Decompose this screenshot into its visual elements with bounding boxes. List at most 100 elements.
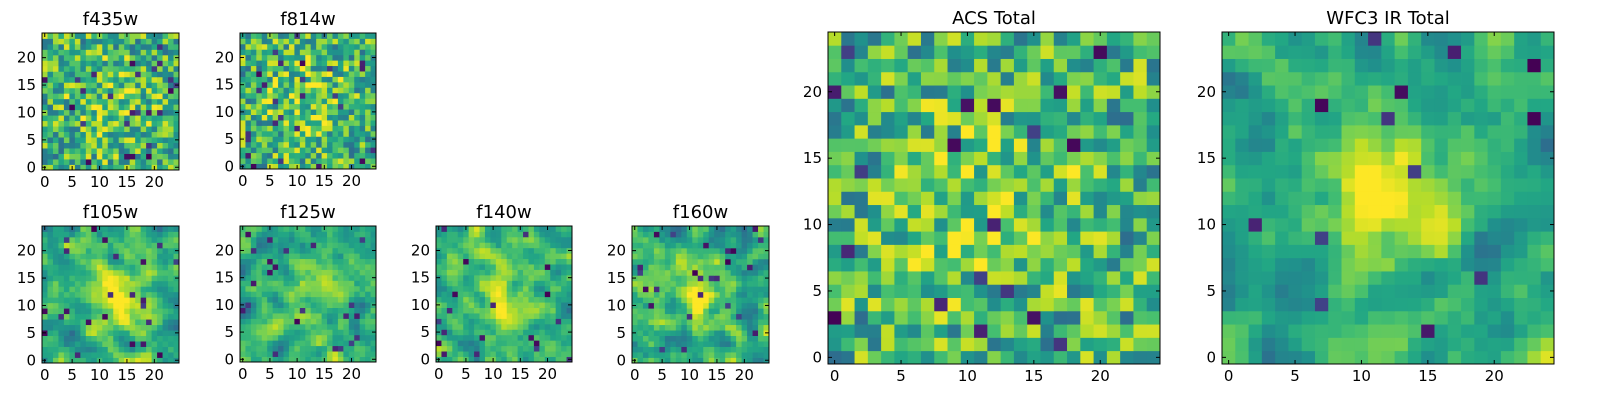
heatmap-cell [272,163,279,170]
heatmap-cell [561,258,567,265]
heatmap-cell [173,93,180,100]
heatmap-cell [74,335,81,342]
heatmap-cell [343,65,350,72]
heatmap-cell [299,60,306,67]
heatmap-cell [653,357,660,364]
heatmap-cell [74,297,81,304]
heatmap-cell [250,87,257,94]
heatmap-cell [675,231,682,238]
heatmap-cell [47,330,54,336]
heatmap-cell [1106,151,1121,166]
heatmap-cell [162,76,169,83]
heatmap-cell [354,264,361,270]
heatmap-cell [157,126,163,133]
heatmap-cell [42,104,48,111]
heatmap-cell [1461,191,1475,206]
heatmap-cell [272,54,279,61]
heatmap-cell [1040,324,1055,338]
heatmap-cell [118,148,125,154]
heatmap-cell [250,43,257,50]
heatmap-cell [758,275,764,282]
heatmap-cell [310,253,317,260]
heatmap-cell [474,291,480,298]
heatmap-cell [736,264,742,271]
heatmap-cell [736,291,742,298]
heatmap-cell [539,264,546,270]
heatmap-cell [327,125,333,132]
heatmap-cell [501,253,508,260]
heatmap-cell [725,247,732,254]
heatmap-cell [703,280,710,287]
heatmap-cell [168,142,174,149]
heatmap-cell [168,357,174,364]
heatmap-cell [240,49,246,56]
heatmap-cell [495,296,502,303]
heatmap-cell [1222,204,1236,219]
heatmap-cell [359,65,366,72]
heatmap-cell [168,159,174,165]
heatmap-cell [261,253,268,260]
heatmap-cell [495,253,502,260]
heatmap-cell [747,236,753,243]
heatmap-cell [1053,138,1068,152]
heatmap-cell [1407,310,1422,325]
heatmap-cell [267,231,274,238]
heatmap-cell [1368,337,1382,352]
heatmap-cell [337,158,344,164]
heatmap-cell [947,271,962,285]
heatmap-cell [512,269,518,276]
heatmap-cell [58,253,65,260]
heatmap-cell [463,345,470,352]
heatmap-cell [343,291,350,298]
heatmap-cell [365,285,371,292]
heatmap-cell [337,60,344,67]
heatmap-cell [124,65,131,72]
heatmap-cell [327,92,333,99]
heatmap-cell [703,226,710,232]
heatmap-cell [752,226,759,232]
heatmap-cell [343,313,350,319]
heatmap-cell [1013,324,1028,338]
heatmap-cell [332,158,339,164]
heatmap-cell [539,296,546,303]
heatmap-cell [365,274,371,281]
heatmap-cell [305,323,312,330]
heatmap-cell [267,60,274,67]
heatmap-cell [1146,350,1161,365]
heatmap-cell [151,297,158,304]
heatmap-cell [457,351,464,357]
heatmap-cell [113,242,120,249]
heatmap-cell [1447,271,1462,285]
heatmap-cell [305,163,312,170]
heatmap-cell [681,258,688,265]
heatmap-cell [452,236,459,243]
heatmap-cell [512,340,518,347]
heatmap-cell [692,335,699,342]
heatmap-cell [1133,297,1148,312]
heatmap-cell [85,319,92,326]
heatmap-cell [697,357,704,364]
heatmap-cell [91,71,98,78]
heatmap-cell [747,258,753,265]
heatmap-cell [85,313,92,320]
heatmap-cell [1053,124,1068,139]
heatmap-cell [288,318,295,325]
heatmap-cell [107,159,114,165]
heatmap-cell [261,258,268,265]
heatmap-cell [316,258,322,265]
heatmap-cell [140,153,147,160]
heatmap-cell [490,247,497,254]
heatmap-cell [1447,217,1462,232]
heatmap-cell [1027,271,1041,285]
heatmap-cell [102,137,109,143]
heatmap-cell [528,274,535,281]
heatmap-cell [452,302,459,308]
heatmap-cell [446,253,453,260]
heatmap-cell [1080,45,1094,59]
heatmap-cell [697,319,704,326]
heatmap-cell [343,71,350,77]
heatmap-cell [47,109,54,116]
heatmap-cell [96,43,103,50]
heatmap-cell [1261,164,1276,179]
heatmap-cell [523,329,529,336]
